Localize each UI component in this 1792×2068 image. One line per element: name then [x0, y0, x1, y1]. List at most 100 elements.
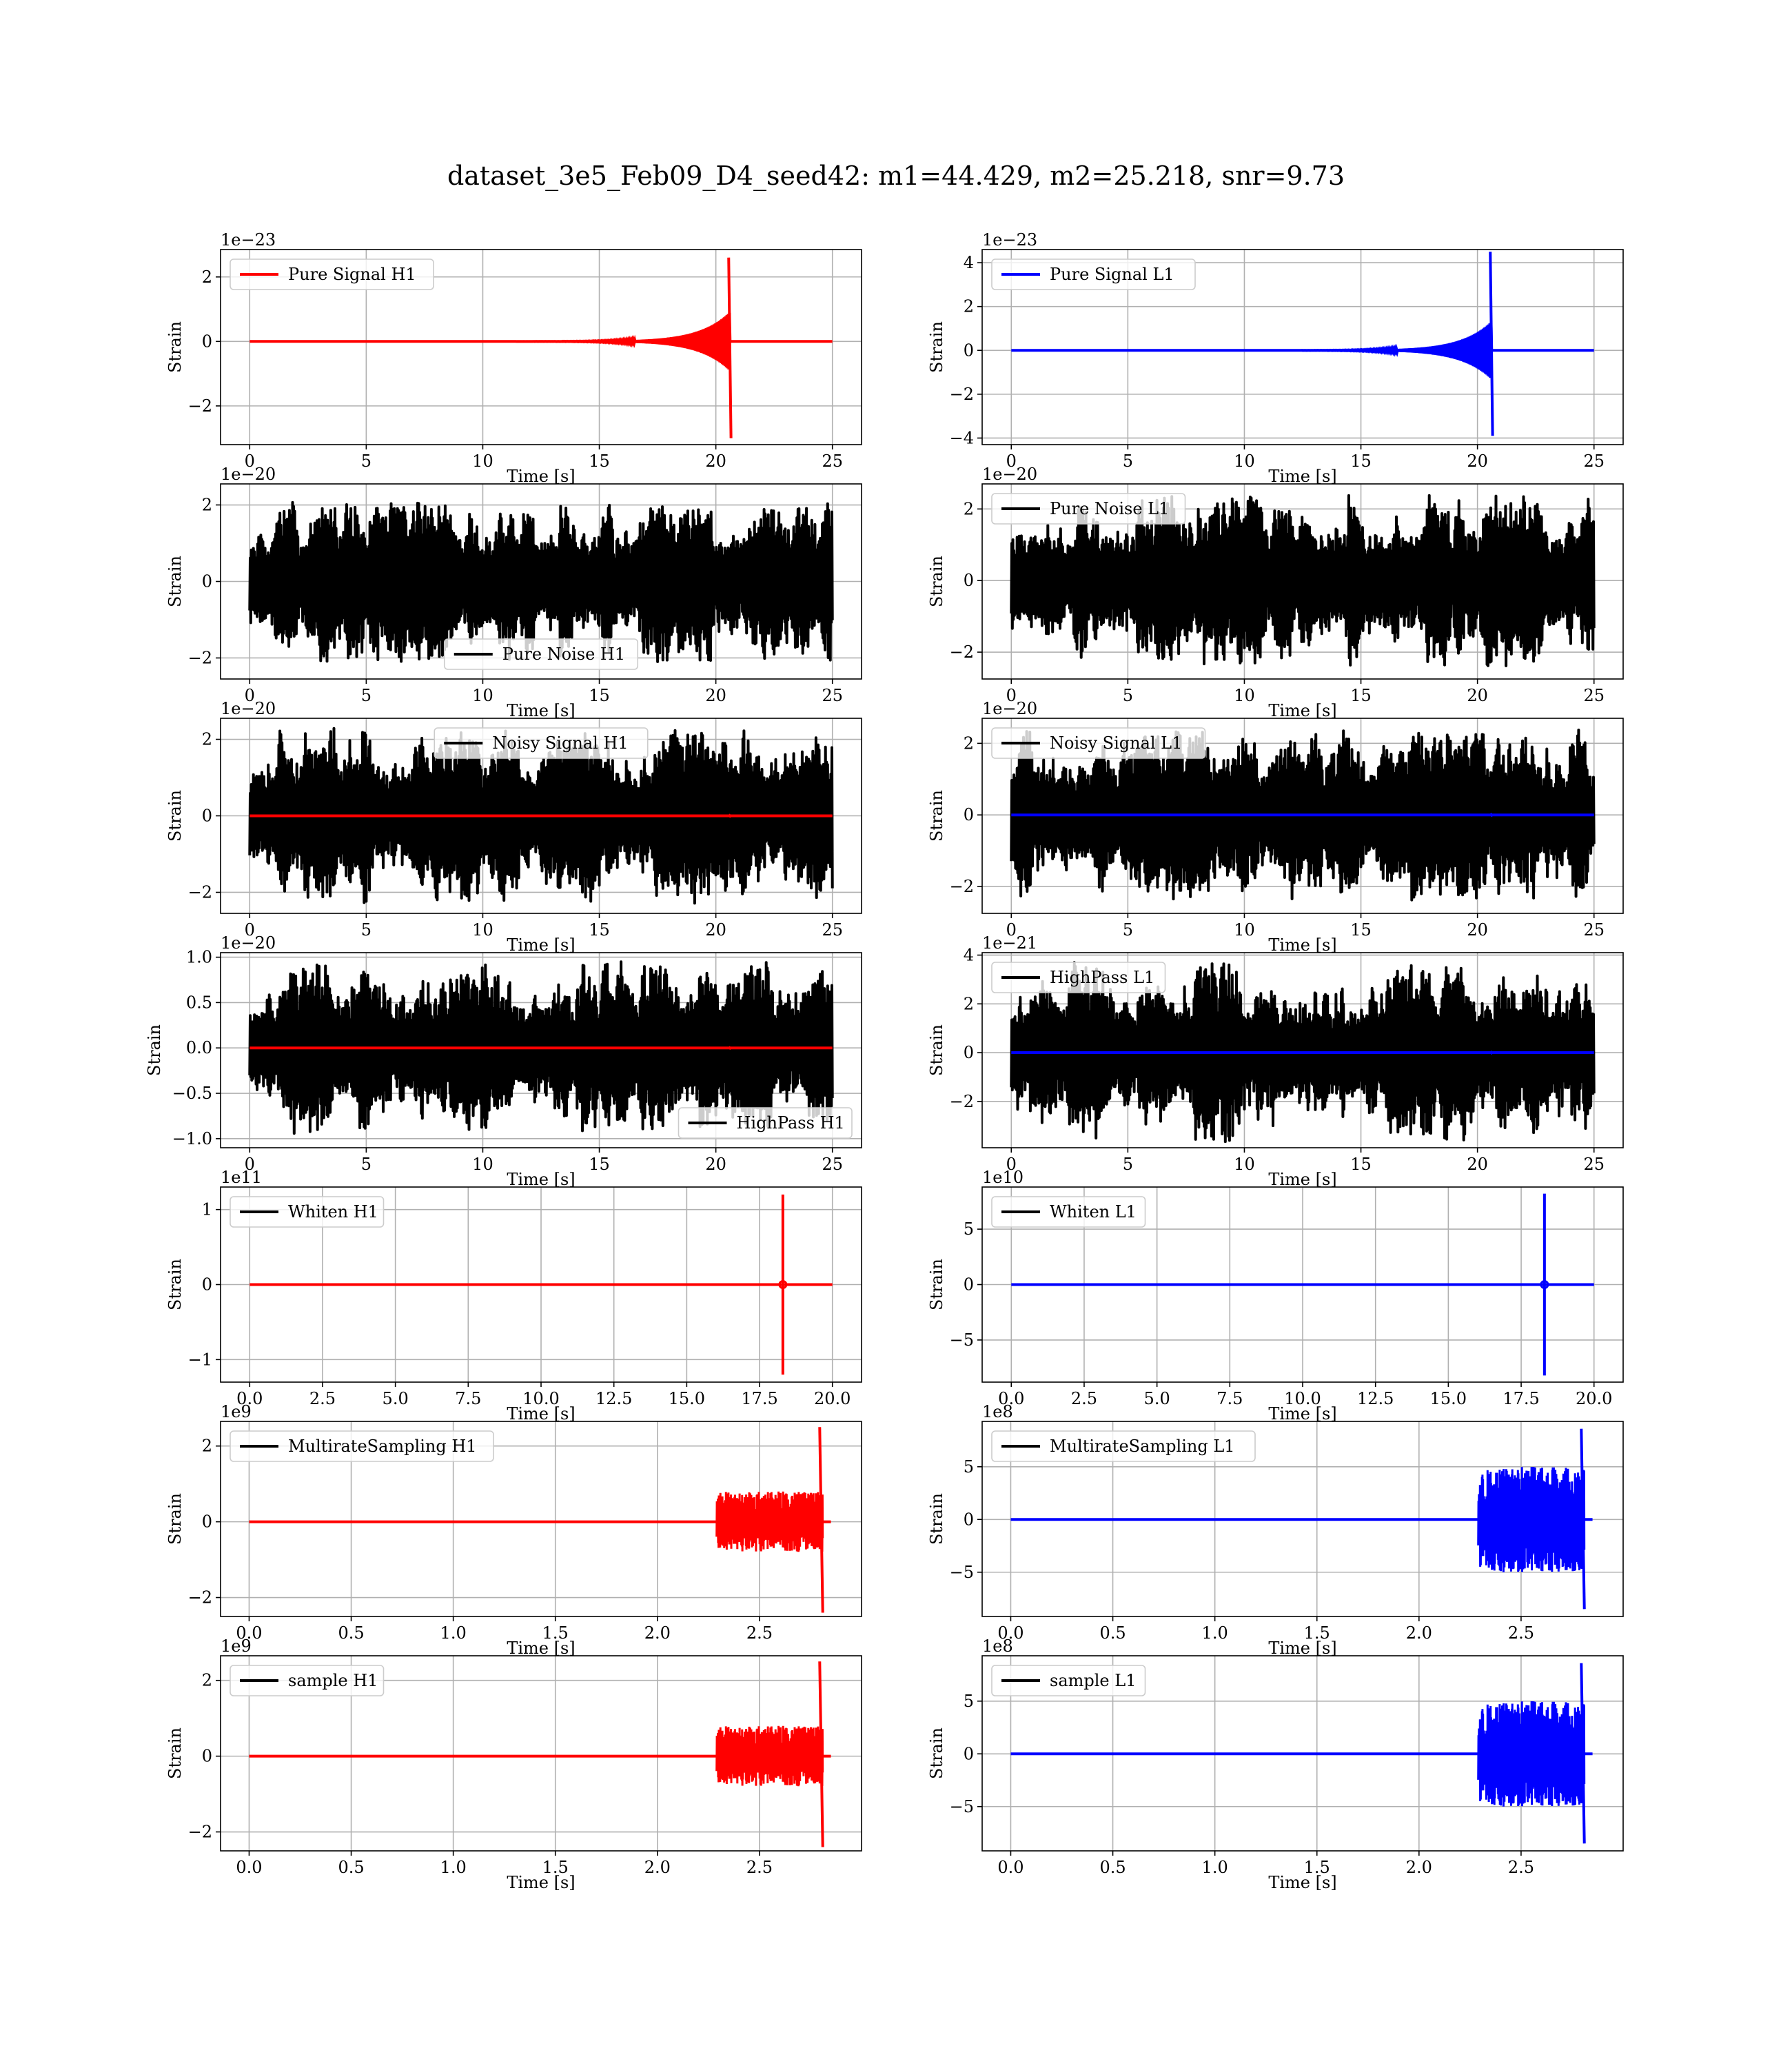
x-tick-label: 20: [705, 452, 726, 471]
subplot-l1-4: 0.0 2.5 5.0 7.5 10.0 12.5 15.0 17.5 20.0 −5 0 5 Time…: [927, 1168, 1624, 1423]
x-tick-label: 2.5: [1508, 1858, 1534, 1877]
burst-peak: [1580, 1663, 1586, 1844]
y-tick-label: −2: [950, 877, 974, 896]
signal-merger-peak: [727, 257, 733, 438]
x-tick-label: 15: [589, 686, 610, 705]
legend: sample H1: [230, 1665, 385, 1696]
y-tick-label: −2: [950, 1092, 974, 1111]
plot-area: [1010, 729, 1596, 902]
y-tick-label: 2: [202, 1671, 212, 1690]
x-tick-label: 25: [822, 920, 843, 940]
x-axis-label: Time [s]: [1268, 1639, 1336, 1658]
plot-area: [1011, 1193, 1594, 1376]
axes-frame: [981, 952, 1624, 1148]
x-axis-label: Time [s]: [1268, 1170, 1336, 1189]
x-tick-label: 0: [1006, 686, 1017, 705]
legend-label: Pure Noise L1: [1050, 499, 1169, 518]
plot-area: [1010, 961, 1596, 1144]
signal-merger-peak: [727, 813, 733, 818]
x-tick-label: 10: [1234, 686, 1255, 705]
x-axis-label: Time [s]: [507, 1404, 575, 1423]
legend: MultirateSampling H1: [230, 1430, 494, 1462]
legend-label: Pure Noise H1: [502, 645, 625, 664]
x-tick-label: 25: [822, 452, 843, 471]
noise-series: [248, 500, 834, 663]
signal-merger-peak: [728, 1046, 732, 1051]
x-tick-label: 1.0: [1202, 1858, 1228, 1877]
whiten-spike-center: [1540, 1280, 1549, 1289]
x-tick-label: 0: [245, 452, 255, 471]
x-axis-label: Time [s]: [1268, 1404, 1336, 1423]
y-tick-label: 2: [202, 496, 212, 515]
legend: HighPass H1: [678, 1107, 853, 1139]
subplot-l1-2: 0 5 10 15 20 25 −2 0 2 Time [s] Strain 1e−20 Noisy S…: [927, 699, 1624, 955]
y-offset-text: 1e9: [221, 1636, 252, 1656]
x-tick-label: 1.5: [542, 1623, 569, 1643]
y-tick-label: 2: [964, 733, 974, 753]
x-axis-label: Time [s]: [507, 1639, 575, 1658]
x-tick-label: 2.0: [1406, 1858, 1432, 1877]
legend-box: [991, 727, 1206, 759]
x-axis-label: Time [s]: [1268, 935, 1336, 955]
axes-frame: [981, 483, 1624, 680]
legend-label: sample L1: [1050, 1671, 1136, 1690]
legend-label: MultirateSampling H1: [288, 1437, 477, 1456]
subplot-h1-6: 0.0 0.5 1.0 1.5 2.0 2.5 −2 0 2 Time [s] Strain 1e9 s…: [165, 1636, 862, 1892]
x-tick-label: 15: [589, 452, 610, 471]
y-tick-label: 1.0: [186, 948, 212, 967]
x-tick-label: 0.5: [338, 1858, 364, 1877]
x-tick-label: 5: [361, 920, 371, 940]
y-axis-label: Strain: [927, 556, 946, 607]
legend: Whiten L1: [991, 1196, 1146, 1228]
x-tick-label: 25: [1583, 920, 1605, 940]
noise-series: [248, 960, 834, 1135]
x-tick-label: 15: [1350, 920, 1372, 940]
y-offset-text: 1e−21: [982, 933, 1037, 953]
legend-box: [991, 1430, 1256, 1462]
x-tick-label: 2.0: [1406, 1623, 1432, 1643]
x-tick-label: 1.0: [440, 1623, 467, 1643]
y-tick-label: 2: [202, 267, 212, 287]
x-axis-label: Time [s]: [507, 1170, 575, 1189]
y-tick-label: −1: [188, 1350, 212, 1369]
legend-label: HighPass H1: [737, 1113, 845, 1133]
y-tick-label: −5: [950, 1563, 974, 1582]
subplot-h1-2: 0 5 10 15 20 25 −2 0 2 Time [s] Strain 1e−20 Noisy S…: [165, 699, 862, 955]
legend-box: [991, 962, 1166, 993]
y-tick-label: −5: [950, 1797, 974, 1816]
x-tick-label: 2.5: [746, 1858, 773, 1877]
legend: Whiten H1: [230, 1196, 385, 1228]
legend-box: [991, 1665, 1146, 1696]
x-axis-label: Time [s]: [1268, 1873, 1336, 1892]
x-tick-label: 1.5: [1304, 1623, 1330, 1643]
y-tick-label: −2: [188, 1588, 212, 1608]
x-tick-label: 5: [361, 452, 371, 471]
burst-peak: [818, 1427, 824, 1613]
y-axis-label: Strain: [165, 556, 185, 607]
plot-area: [248, 960, 834, 1135]
x-tick-label: 15: [589, 920, 610, 940]
x-tick-label: 10: [472, 920, 493, 940]
x-tick-label: 2.0: [644, 1623, 671, 1643]
x-tick-label: 0: [1006, 920, 1017, 940]
x-tick-label: 0.0: [236, 1389, 263, 1408]
burst-peak: [818, 1661, 824, 1847]
y-tick-label: −0.5: [172, 1084, 212, 1103]
burst-series: [715, 1491, 824, 1552]
x-tick-label: 2.5: [746, 1623, 773, 1643]
x-tick-label: 25: [822, 1155, 843, 1174]
y-tick-label: 0: [202, 1275, 212, 1295]
x-tick-label: 0.5: [338, 1623, 364, 1643]
legend-label: Pure Signal H1: [288, 265, 416, 284]
x-tick-label: 5.0: [383, 1389, 409, 1408]
signal-merger-peak: [1489, 252, 1494, 436]
y-tick-label: −2: [188, 396, 212, 416]
y-tick-label: 0.5: [186, 993, 212, 1012]
axes-frame: [220, 1421, 862, 1617]
plot-area: [1010, 1663, 1593, 1844]
y-offset-text: 1e8: [982, 1402, 1013, 1421]
legend: HighPass L1: [991, 962, 1166, 993]
x-tick-label: 25: [1583, 452, 1605, 471]
y-tick-label: 2: [964, 994, 974, 1013]
x-tick-label: 5: [361, 1155, 371, 1174]
